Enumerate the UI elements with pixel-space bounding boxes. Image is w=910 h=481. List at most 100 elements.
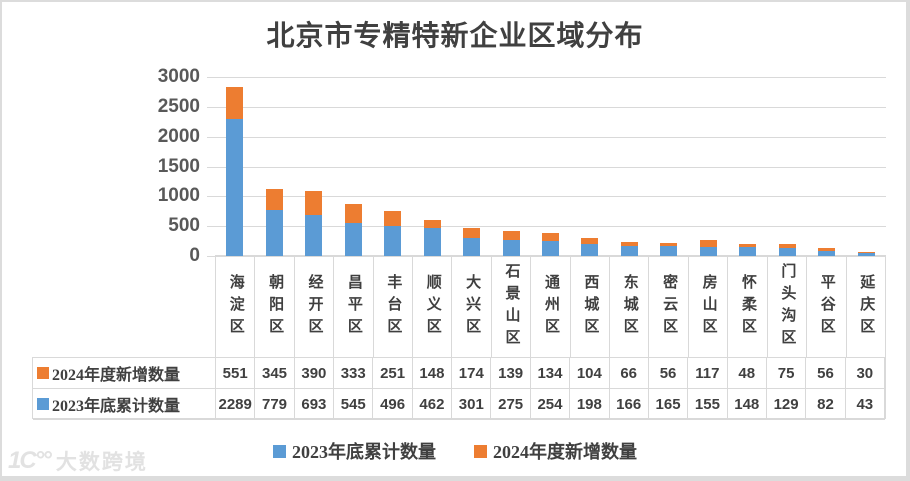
table-cell: 345 bbox=[255, 358, 295, 389]
bar-segment-2024年度新增数量 bbox=[502, 231, 520, 240]
y-axis-tick-label: 3000 bbox=[157, 66, 200, 87]
bar-segment-2024年度新增数量 bbox=[463, 227, 481, 239]
bar-segment-2024年度新增数量 bbox=[739, 244, 757, 248]
bar-segment-2024年度新增数量 bbox=[660, 242, 678, 247]
y-axis-tick-label: 1500 bbox=[157, 155, 200, 177]
table-cell: 165 bbox=[648, 389, 689, 420]
bar-segment-2024年度新增数量 bbox=[542, 232, 559, 241]
table-cell: 134 bbox=[530, 358, 571, 389]
bar-segment-2024年度新增数量 bbox=[581, 237, 599, 245]
table-cell: 148 bbox=[727, 389, 767, 420]
bar-segment-2024年度新增数量 bbox=[818, 247, 836, 252]
series-swatch-icon bbox=[37, 398, 49, 410]
bar-经开区 bbox=[305, 191, 323, 256]
chart-title: 北京市专精特新企业区域分布 bbox=[266, 21, 644, 52]
bar-平谷区 bbox=[818, 247, 836, 256]
x-axis-category-label: 通州区 bbox=[542, 274, 559, 340]
bar-顺义区 bbox=[423, 219, 441, 256]
bar-segment-2023年底累计数量 bbox=[699, 246, 717, 256]
bar-segment-2023年底累计数量 bbox=[818, 251, 836, 256]
bar-丰台区 bbox=[384, 211, 402, 256]
bar-segment-2024年度新增数量 bbox=[265, 188, 283, 210]
x-axis-category-cell: 东城区 bbox=[610, 256, 650, 357]
table-cell: 43 bbox=[845, 389, 885, 420]
x-axis-category-cell: 密云区 bbox=[649, 256, 689, 357]
bar-segment-2023年底累计数量 bbox=[344, 223, 362, 256]
table-cell: 117 bbox=[688, 358, 728, 389]
bar-昌平区 bbox=[344, 203, 362, 256]
table-cell: 104 bbox=[570, 358, 610, 389]
x-axis-category-label: 延庆区 bbox=[858, 274, 875, 340]
bar-门头沟区 bbox=[778, 243, 796, 256]
x-axis-category-row: 海淀区 朝阳区 经开区 昌平区 丰台区 顺义区 大兴区 石景山区 通州区 西城区 东城区 密云区 房山区… bbox=[215, 256, 886, 357]
x-axis-category-label: 石景山区 bbox=[503, 263, 520, 351]
x-axis-category-cell: 通州区 bbox=[531, 256, 571, 357]
series-swatch-icon bbox=[37, 367, 49, 379]
y-axis-tick-mark bbox=[207, 166, 215, 168]
table-cell: 545 bbox=[334, 389, 374, 420]
bar-segment-2023年底累计数量 bbox=[502, 239, 520, 256]
x-axis-category-cell: 门头沟区 bbox=[767, 256, 808, 357]
table-row-label: 2024年度新增数量 bbox=[33, 358, 216, 389]
legend-swatch-icon bbox=[273, 444, 286, 458]
x-axis-category-cell: 平谷区 bbox=[807, 256, 847, 357]
bar-segment-2023年底累计数量 bbox=[739, 247, 757, 256]
plot-area bbox=[215, 77, 886, 256]
table-cell: 275 bbox=[491, 389, 531, 420]
bar-segment-2023年底累计数量 bbox=[620, 246, 638, 256]
legend-swatch-icon bbox=[474, 444, 487, 458]
y-axis-tick-mark bbox=[207, 136, 215, 138]
x-axis-category-cell: 延庆区 bbox=[846, 256, 886, 357]
y-axis-tick-mark bbox=[207, 106, 215, 108]
x-axis-category-label: 海淀区 bbox=[227, 274, 244, 340]
bar-segment-2024年度新增数量 bbox=[778, 243, 796, 249]
legend-label: 2023年底累计数量 bbox=[292, 442, 436, 462]
bar-segment-2023年底累计数量 bbox=[463, 238, 481, 256]
bar-朝阳区 bbox=[265, 188, 283, 256]
table-cell: 155 bbox=[688, 389, 728, 420]
y-axis-tick-mark bbox=[207, 77, 215, 78]
bar-segment-2023年底累计数量 bbox=[542, 240, 559, 256]
table-cell: 2289 bbox=[216, 389, 256, 420]
bar-石景山区 bbox=[502, 231, 520, 256]
y-axis-tick-label: 2000 bbox=[157, 125, 200, 147]
table-row-label: 2023年底累计数量 bbox=[33, 389, 216, 420]
watermark-text: 大数跨境 bbox=[55, 450, 148, 474]
frame-border-left bbox=[0, 0, 2, 481]
bar-延庆区 bbox=[857, 251, 875, 256]
bar-segment-2023年底累计数量 bbox=[581, 244, 599, 256]
bar-大兴区 bbox=[463, 227, 481, 256]
table-cell: 779 bbox=[255, 389, 295, 420]
table-cell: 139 bbox=[491, 358, 531, 389]
x-axis-category-label: 密云区 bbox=[661, 274, 678, 340]
bar-segment-2023年底累计数量 bbox=[423, 228, 441, 256]
bar-segment-2023年底累计数量 bbox=[660, 246, 678, 256]
table-cell: 66 bbox=[609, 358, 649, 389]
bar-房山区 bbox=[699, 239, 717, 256]
x-axis-category-label: 房山区 bbox=[700, 274, 717, 340]
x-axis-category-cell: 昌平区 bbox=[334, 256, 374, 357]
x-axis-category-cell: 石景山区 bbox=[491, 256, 532, 357]
legend-item-2023年底累计数量: 2023年底累计数量 bbox=[273, 438, 436, 464]
x-axis-category-label: 东城区 bbox=[621, 274, 638, 340]
watermark-logo-icon: 1C°° bbox=[8, 447, 52, 474]
table-cell: 166 bbox=[609, 389, 649, 420]
bar-segment-2024年度新增数量 bbox=[423, 219, 441, 229]
table-cell: 462 bbox=[412, 389, 453, 420]
table-cell: 48 bbox=[727, 358, 767, 389]
table-cell: 129 bbox=[766, 389, 807, 420]
table-cell: 30 bbox=[845, 358, 885, 389]
y-axis-tick-label: 2500 bbox=[157, 95, 200, 117]
bar-segment-2023年底累计数量 bbox=[384, 226, 402, 256]
bar-segment-2024年度新增数量 bbox=[305, 191, 323, 215]
frame-border-top bbox=[0, 0, 910, 2]
bar-segment-2023年底累计数量 bbox=[305, 214, 323, 256]
x-axis-category-cell: 大兴区 bbox=[452, 256, 492, 357]
x-axis-category-cell: 怀柔区 bbox=[728, 256, 768, 357]
x-axis-category-cell: 经开区 bbox=[294, 256, 335, 357]
x-axis-category-cell: 朝阳区 bbox=[255, 256, 295, 357]
x-axis-category-label: 门头沟区 bbox=[779, 263, 796, 351]
table-row-label-text: 2024年度新增数量 bbox=[52, 367, 181, 384]
y-axis-tick-label: 0 bbox=[189, 245, 200, 266]
